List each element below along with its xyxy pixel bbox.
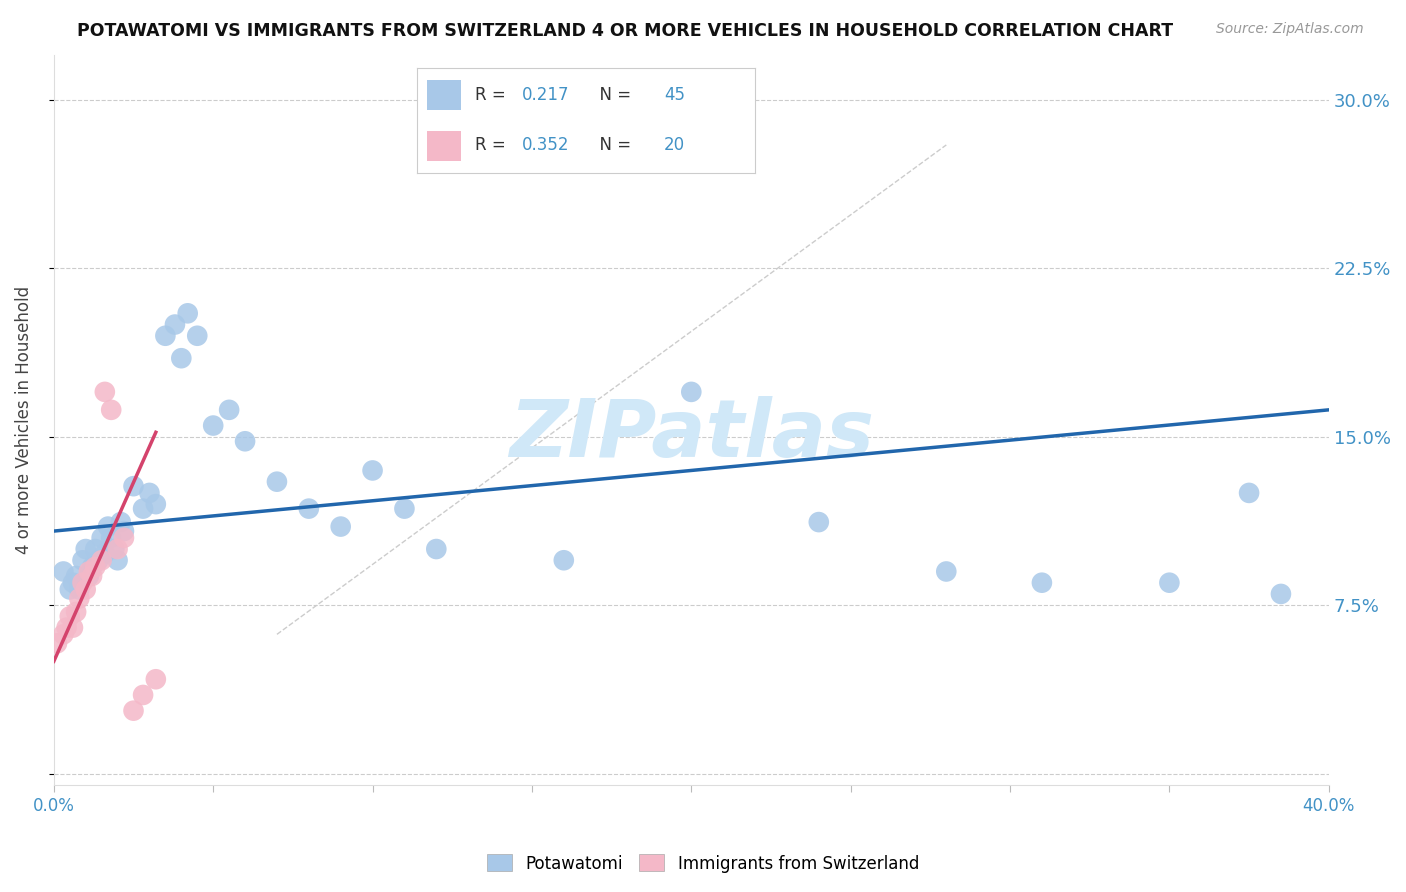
Point: [87, 553, 110, 567]
Text: Source: ZipAtlas.com: Source: ZipAtlas.com: [1216, 22, 1364, 37]
Point: [218, 402, 240, 417]
Point: [100, 531, 122, 545]
Point: [807, 515, 830, 529]
Point: [94, 384, 117, 399]
Point: [163, 318, 186, 332]
Point: [84, 560, 107, 574]
Point: [62, 621, 84, 635]
Point: [67, 582, 90, 597]
Point: [75, 542, 97, 557]
Point: [361, 463, 384, 477]
Point: [266, 475, 288, 489]
Point: [155, 328, 177, 343]
Point: [84, 542, 107, 557]
Point: [177, 306, 200, 320]
Point: [107, 542, 129, 557]
Point: [233, 434, 256, 449]
Point: [94, 547, 117, 561]
Point: [186, 328, 208, 343]
Point: [145, 497, 167, 511]
Text: POTAWATOMI VS IMMIGRANTS FROM SWITZERLAND 4 OR MORE VEHICLES IN HOUSEHOLD CORREL: POTAWATOMI VS IMMIGRANTS FROM SWITZERLAN…: [77, 22, 1174, 40]
Point: [90, 531, 112, 545]
Point: [52, 565, 75, 579]
Point: [65, 569, 87, 583]
Point: [80, 560, 103, 574]
Point: [132, 501, 155, 516]
Y-axis label: 4 or more Vehicles in Household: 4 or more Vehicles in Household: [15, 285, 32, 554]
Point: [97, 519, 120, 533]
Point: [75, 582, 97, 597]
Point: [132, 688, 155, 702]
Point: [77, 565, 100, 579]
Point: [145, 672, 167, 686]
Point: [298, 501, 321, 516]
Point: [1159, 575, 1181, 590]
Point: [46, 636, 69, 650]
Point: [1237, 486, 1260, 500]
Point: [112, 531, 135, 545]
Point: [170, 351, 193, 366]
Point: [1270, 587, 1292, 601]
Point: [202, 418, 225, 433]
Point: [100, 402, 122, 417]
Point: [1031, 575, 1053, 590]
Point: [103, 542, 125, 557]
Point: [138, 486, 160, 500]
Point: [394, 501, 416, 516]
Point: [112, 524, 135, 538]
Point: [80, 569, 103, 583]
Point: [329, 519, 352, 533]
Legend: Potawatomi, Immigrants from Switzerland: Potawatomi, Immigrants from Switzerland: [481, 847, 925, 880]
Point: [77, 569, 100, 583]
Point: [62, 575, 84, 590]
Point: [55, 621, 77, 635]
Point: [65, 605, 87, 619]
Point: [52, 627, 75, 641]
Point: [72, 575, 94, 590]
Point: [110, 515, 132, 529]
Point: [681, 384, 703, 399]
Point: [122, 704, 145, 718]
Point: [425, 542, 447, 557]
Point: [67, 591, 90, 606]
Point: [59, 582, 82, 597]
Point: [935, 565, 957, 579]
Text: ZIPatlas: ZIPatlas: [509, 395, 873, 474]
Point: [59, 609, 82, 624]
Point: [107, 553, 129, 567]
Point: [90, 553, 112, 567]
Point: [72, 553, 94, 567]
Point: [122, 479, 145, 493]
Point: [553, 553, 575, 567]
